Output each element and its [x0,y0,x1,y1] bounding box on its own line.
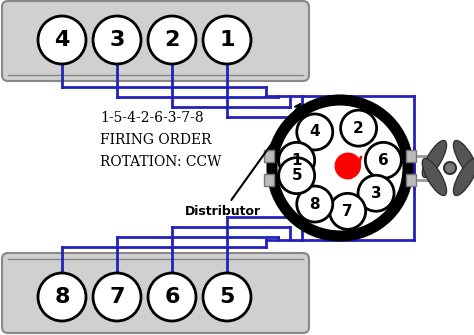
Circle shape [148,16,196,64]
Circle shape [93,273,141,321]
Circle shape [279,142,315,178]
Text: 3: 3 [109,30,125,50]
Ellipse shape [422,158,447,196]
Circle shape [93,16,141,64]
Ellipse shape [454,158,474,196]
Bar [8,75,303,259]
FancyBboxPatch shape [2,253,309,333]
Bar [406,174,416,186]
Circle shape [335,153,361,179]
Text: 1: 1 [219,30,235,50]
Text: 7: 7 [342,204,353,219]
Circle shape [329,193,365,229]
Ellipse shape [454,140,474,178]
Circle shape [38,16,86,64]
Circle shape [148,273,196,321]
Circle shape [365,142,401,178]
Text: 2: 2 [353,121,364,136]
Text: 5: 5 [219,287,235,307]
Circle shape [444,162,456,174]
Text: Distributor: Distributor [185,104,300,218]
Text: 2: 2 [164,30,180,50]
Circle shape [272,100,408,236]
Bar [264,174,274,186]
Bar [406,150,416,162]
Circle shape [203,16,251,64]
FancyBboxPatch shape [2,1,309,81]
Text: 1-5-4-2-6-3-7-8
FIRING ORDER
ROTATION: CCW: 1-5-4-2-6-3-7-8 FIRING ORDER ROTATION: C… [100,111,221,169]
Circle shape [279,158,315,194]
Bar [264,150,274,162]
Circle shape [203,273,251,321]
Circle shape [297,114,333,150]
Text: 8: 8 [54,287,70,307]
Text: 4: 4 [55,30,70,50]
Circle shape [358,175,394,211]
Circle shape [341,110,377,146]
Text: 6: 6 [378,153,389,168]
Text: 6: 6 [164,287,180,307]
Circle shape [38,273,86,321]
Ellipse shape [422,140,447,178]
Text: 5: 5 [292,168,302,183]
Text: 3: 3 [371,186,382,201]
Text: 1: 1 [292,153,302,168]
Text: 4: 4 [310,125,320,139]
Text: 8: 8 [310,197,320,211]
Circle shape [297,186,333,222]
Text: 7: 7 [109,287,125,307]
